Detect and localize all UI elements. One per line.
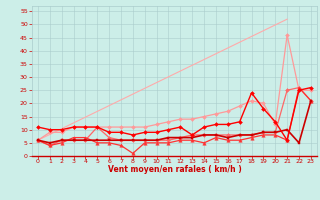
X-axis label: Vent moyen/en rafales ( km/h ): Vent moyen/en rafales ( km/h ) (108, 165, 241, 174)
